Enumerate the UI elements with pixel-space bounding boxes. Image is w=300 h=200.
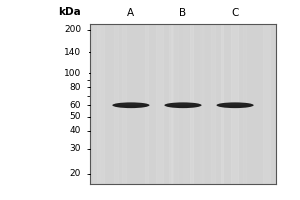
Bar bbox=[156, 24, 163, 184]
Text: 60: 60 bbox=[70, 101, 81, 110]
Bar bbox=[146, 24, 148, 184]
Ellipse shape bbox=[170, 103, 196, 105]
Ellipse shape bbox=[222, 103, 248, 105]
Bar bbox=[93, 24, 100, 184]
Text: 20: 20 bbox=[70, 169, 81, 178]
Bar bbox=[169, 24, 172, 184]
Ellipse shape bbox=[112, 102, 149, 108]
Bar bbox=[183, 24, 188, 184]
Text: 80: 80 bbox=[70, 83, 81, 92]
Text: 30: 30 bbox=[70, 144, 81, 153]
Bar bbox=[190, 24, 193, 184]
Bar bbox=[122, 24, 126, 184]
Bar bbox=[243, 24, 246, 184]
Text: C: C bbox=[231, 8, 239, 18]
Text: 100: 100 bbox=[64, 69, 81, 78]
Bar bbox=[172, 24, 178, 184]
Ellipse shape bbox=[217, 102, 254, 108]
Bar bbox=[202, 24, 204, 184]
Text: 40: 40 bbox=[70, 126, 81, 135]
Text: 140: 140 bbox=[64, 48, 81, 57]
Bar bbox=[200, 24, 203, 184]
Text: 200: 200 bbox=[64, 25, 81, 34]
Text: A: A bbox=[128, 8, 134, 18]
Text: kDa: kDa bbox=[58, 7, 81, 17]
Bar bbox=[98, 24, 104, 184]
Bar bbox=[114, 24, 118, 184]
Ellipse shape bbox=[118, 103, 144, 105]
Bar bbox=[263, 24, 270, 184]
Bar bbox=[231, 24, 238, 184]
Bar bbox=[221, 24, 223, 184]
Text: B: B bbox=[179, 8, 187, 18]
Ellipse shape bbox=[164, 102, 202, 108]
Text: 50: 50 bbox=[70, 112, 81, 121]
Bar bbox=[171, 24, 173, 184]
Bar bbox=[212, 24, 215, 184]
